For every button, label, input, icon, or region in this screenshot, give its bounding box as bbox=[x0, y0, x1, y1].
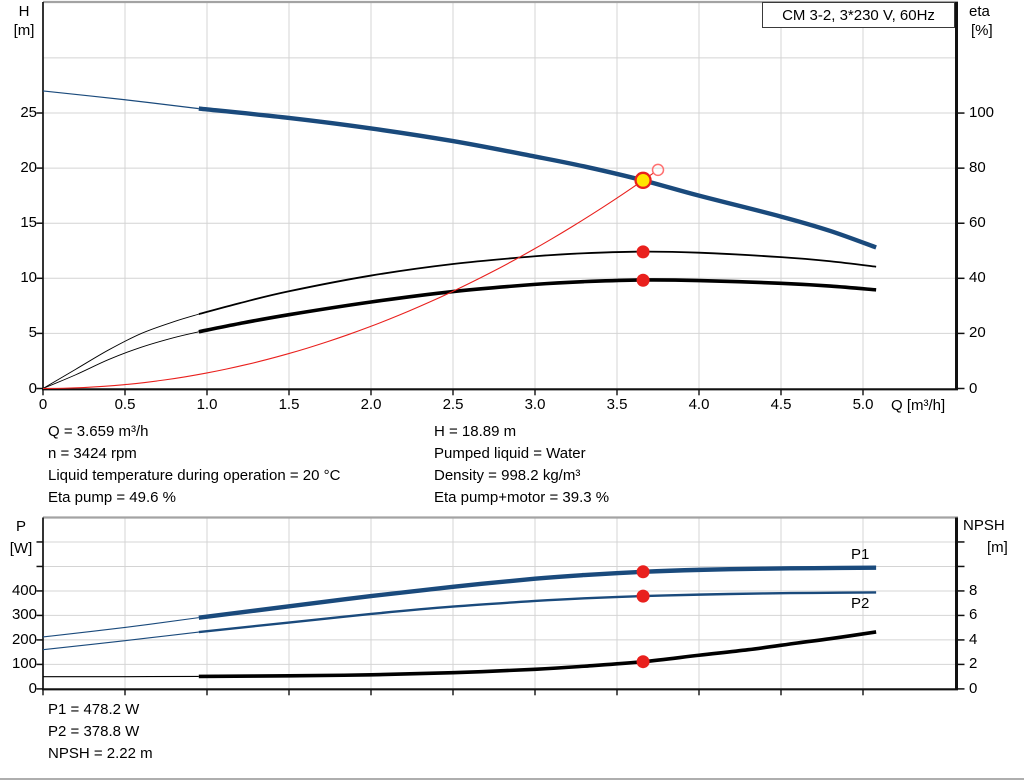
right-axis-tick-label: 80 bbox=[969, 159, 986, 177]
p-axis-name: P bbox=[15, 518, 26, 535]
h-axis-name: H bbox=[18, 3, 30, 20]
p2-curve-thin bbox=[42, 631, 199, 651]
readout-line: Eta pump = 49.6 % bbox=[48, 489, 176, 506]
eta-pump-motor-curve-thin bbox=[42, 331, 199, 389]
readout-line: P1 = 478.2 W bbox=[48, 701, 140, 718]
right-axis-tick-label: 8 bbox=[969, 581, 978, 599]
readout-line: Eta pump+motor = 39.3 % bbox=[434, 489, 610, 506]
right-axis-tick-label: 100 bbox=[969, 104, 995, 122]
x-axis-tick-label: 4.5 bbox=[770, 396, 792, 414]
right-axis-tick-label: 20 bbox=[969, 324, 986, 342]
x-axis-tick-label: 0 bbox=[38, 396, 48, 414]
head-curve-thin bbox=[42, 90, 199, 110]
right-axis-tick-label: 4 bbox=[969, 630, 978, 648]
pump-title-text: CM 3-2, 3*230 V, 60Hz bbox=[782, 6, 935, 24]
readout-line: P2 = 378.8 W bbox=[48, 723, 140, 740]
readout-line: Liquid temperature during operation = 20… bbox=[48, 467, 341, 484]
x-axis-tick-label: 2.0 bbox=[360, 396, 382, 414]
right-axis-tick-label: 2 bbox=[969, 655, 978, 673]
p2-curve-label: P2 bbox=[851, 595, 870, 612]
head-curve bbox=[198, 106, 877, 250]
eta-axis-unit: [%] bbox=[971, 22, 993, 39]
requested-duty-point bbox=[651, 163, 665, 177]
q-axis-label: Q [m³/h] bbox=[891, 397, 946, 414]
p2-value-dot bbox=[636, 589, 650, 603]
x-axis-tick-label: 4.0 bbox=[688, 396, 710, 414]
eta-pump-curve bbox=[198, 250, 877, 315]
left-axis-tick-label: 300 bbox=[11, 606, 37, 624]
left-axis-tick-label: 10 bbox=[20, 269, 37, 287]
npsh-value-dot bbox=[636, 655, 650, 669]
p2-curve bbox=[198, 591, 877, 634]
right-axis-tick-label: 6 bbox=[969, 606, 978, 624]
p-axis-unit: [W] bbox=[9, 540, 33, 557]
x-axis-tick-label: 1.5 bbox=[278, 396, 300, 414]
duty-point bbox=[634, 171, 652, 189]
left-axis-tick-label: 400 bbox=[11, 581, 37, 599]
readout-line: Pumped liquid = Water bbox=[434, 445, 586, 462]
readout-line: Q = 3.659 m³/h bbox=[48, 423, 149, 440]
left-axis-tick-label: 100 bbox=[11, 655, 37, 673]
readout-line: NPSH = 2.22 m bbox=[48, 745, 153, 762]
left-axis-tick-label: 200 bbox=[11, 630, 37, 648]
x-axis-tick-label: 3.5 bbox=[606, 396, 628, 414]
x-axis-tick-label: 3.0 bbox=[524, 396, 546, 414]
left-axis-tick-label: 5 bbox=[28, 324, 37, 342]
p1-curve-label: P1 bbox=[851, 546, 870, 563]
x-axis-tick-label: 2.5 bbox=[442, 396, 464, 414]
npsh-axis-name: NPSH bbox=[963, 517, 1005, 534]
eta-pump-motor-value-dot bbox=[636, 273, 650, 287]
left-axis-tick-label: 15 bbox=[20, 214, 37, 232]
left-axis-tick-label: 25 bbox=[20, 104, 37, 121]
right-axis-tick-label: 0 bbox=[969, 379, 978, 397]
eta-pump-value-dot bbox=[636, 245, 650, 259]
right-axis-tick-label: 0 bbox=[969, 679, 978, 697]
p1-curve bbox=[198, 565, 877, 620]
left-axis-tick-label: 20 bbox=[20, 159, 37, 177]
readout-block-right: H = 18.89 m Pumped liquid = Water Density … bbox=[434, 421, 609, 509]
readout-block-left: Q = 3.659 m³/h n = 3424 rpm Liquid tempera… bbox=[48, 421, 340, 509]
p1-curve-thin bbox=[42, 617, 199, 638]
right-axis-tick-label: 40 bbox=[969, 269, 986, 287]
eta-axis-name: eta bbox=[969, 3, 990, 20]
x-axis-tick-label: 5.0 bbox=[852, 396, 874, 414]
npsh-axis-unit: [m] bbox=[987, 539, 1008, 556]
readout-line: Density = 998.2 kg/m³ bbox=[434, 467, 581, 484]
left-axis-tick-label: 0 bbox=[28, 679, 37, 697]
h-axis-unit: [m] bbox=[13, 22, 35, 39]
left-axis-tick-label: 0 bbox=[28, 379, 37, 397]
p1-value-dot bbox=[636, 565, 650, 579]
x-axis-tick-label: 0.5 bbox=[114, 396, 136, 414]
readout-block-bottom: P1 = 478.2 W P2 = 378.8 W NPSH = 2.22 m bbox=[48, 699, 153, 765]
npsh-curve bbox=[198, 630, 877, 679]
readout-line: n = 3424 rpm bbox=[48, 445, 137, 462]
eta-pump-motor-curve bbox=[198, 278, 877, 334]
right-axis-tick-label: 60 bbox=[969, 214, 986, 232]
readout-line: H = 18.89 m bbox=[434, 423, 517, 440]
x-axis-tick-label: 1.0 bbox=[196, 396, 218, 414]
pump-title-box: CM 3-2, 3*230 V, 60Hz bbox=[762, 2, 955, 28]
system-curve bbox=[42, 172, 654, 390]
bottom-divider bbox=[0, 778, 1024, 780]
eta-pump-curve-thin bbox=[42, 313, 199, 389]
